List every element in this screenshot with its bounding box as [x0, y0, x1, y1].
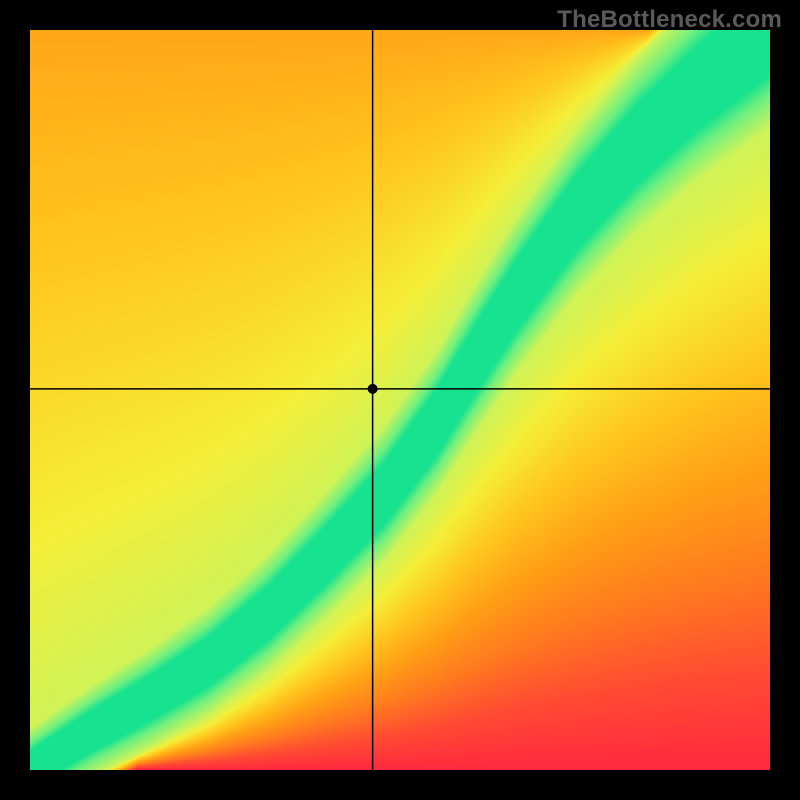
watermark-text: TheBottleneck.com: [557, 6, 782, 34]
bottleneck-heatmap: [30, 30, 770, 770]
